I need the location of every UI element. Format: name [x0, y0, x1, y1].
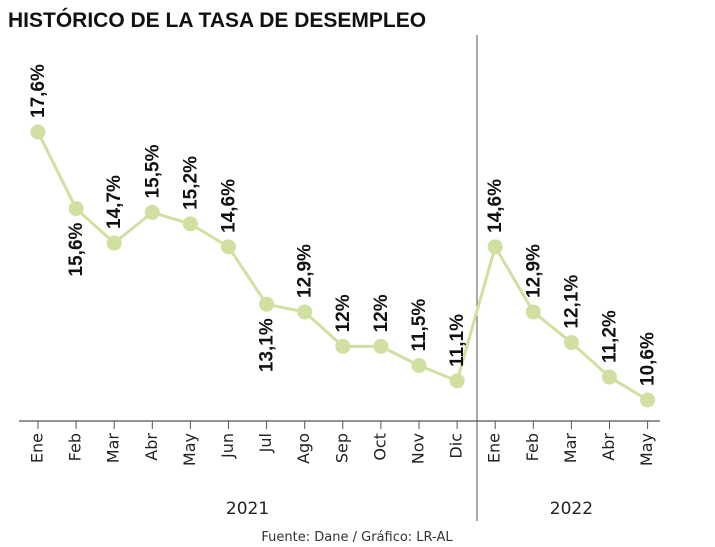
- x-tick-label: Abr: [599, 433, 618, 461]
- x-tick-label: Abr: [142, 433, 161, 461]
- data-label: 12,1%: [561, 275, 582, 329]
- data-label: 15,6%: [66, 222, 87, 276]
- x-tick-label: Ene: [28, 433, 47, 463]
- data-label: 14,7%: [104, 175, 125, 229]
- x-tick-label: Dic: [447, 433, 466, 459]
- data-point: [487, 239, 503, 255]
- data-label: 14,6%: [485, 179, 506, 233]
- data-point: [68, 201, 84, 217]
- x-axis-ticks: Ene Feb Mar Abr May Jun Jul Ago Sep Oct Nov Dic Ene F…: [28, 421, 656, 466]
- series-line: [36, 131, 649, 402]
- year-labels: 2021 2022: [226, 499, 593, 519]
- data-label: 13,1%: [257, 318, 278, 372]
- data-labels: 17,6% 15,6% 14,7% 15,5% 15,2% 14,6% 13,1% 12,9%…: [28, 64, 659, 386]
- data-point: [221, 239, 236, 255]
- x-tick-label: Sep: [332, 433, 351, 463]
- data-label: 15,2%: [180, 156, 201, 210]
- x-tick-label: Jun: [218, 433, 237, 459]
- data-label: 12%: [371, 294, 392, 332]
- data-label: 10,6%: [638, 332, 659, 386]
- data-point: [449, 373, 465, 389]
- data-label: 15,5%: [142, 144, 163, 198]
- x-tick-label: Ene: [485, 433, 504, 463]
- data-points: [30, 124, 656, 408]
- data-point: [259, 296, 275, 312]
- data-point: [182, 216, 198, 232]
- data-point: [144, 204, 160, 220]
- x-tick-label: May: [180, 433, 199, 466]
- source-note: Fuente: Dane / Gráfico: LR-AL: [261, 530, 453, 545]
- data-label: 12%: [333, 294, 354, 332]
- chart-title: HISTÓRICO DE LA TASA DE DESEMPLEO: [8, 8, 426, 32]
- data-label: 14,6%: [219, 179, 240, 233]
- data-point: [30, 124, 46, 140]
- x-tick-label: Ago: [294, 433, 313, 464]
- data-label: 11,1%: [447, 314, 468, 367]
- data-point: [373, 338, 389, 354]
- data-label: 11,5%: [409, 299, 430, 352]
- data-label: 17,6%: [28, 64, 49, 118]
- data-point: [335, 338, 351, 354]
- data-label: 12,9%: [295, 244, 316, 298]
- series-line-layer: [36, 131, 649, 402]
- x-tick-label: May: [637, 433, 656, 466]
- x-tick-label: Feb: [523, 433, 542, 461]
- data-point: [602, 369, 617, 385]
- x-tick-label: Feb: [66, 433, 85, 461]
- data-point: [525, 304, 541, 320]
- x-tick-label: Nov: [409, 433, 428, 464]
- data-point: [563, 335, 579, 351]
- data-point: [411, 358, 427, 374]
- data-label: 11,2%: [600, 310, 621, 363]
- data-point: [106, 235, 122, 251]
- x-tick-label: Mar: [104, 433, 123, 464]
- data-label: 12,9%: [523, 244, 544, 298]
- x-tick-label: Mar: [561, 433, 580, 464]
- x-tick-label: Jul: [256, 433, 275, 453]
- x-tick-label: Oct: [370, 433, 389, 461]
- data-point: [640, 392, 656, 408]
- data-point: [297, 304, 313, 320]
- year-label: 2021: [226, 499, 269, 519]
- year-label: 2022: [550, 499, 593, 519]
